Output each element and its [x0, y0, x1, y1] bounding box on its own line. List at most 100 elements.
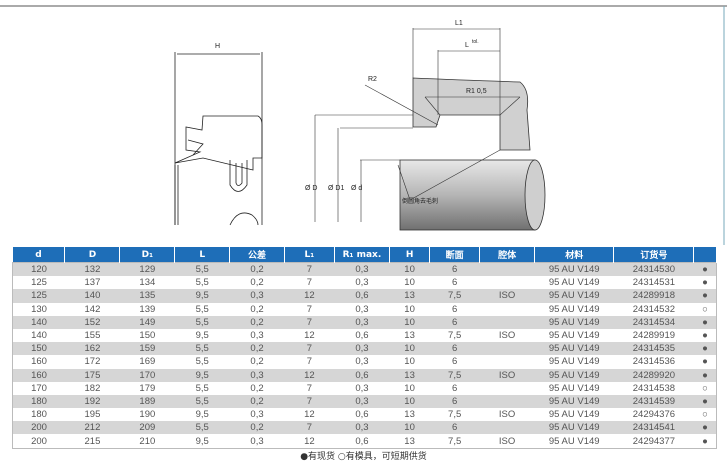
table-cell: 0,3 [250, 409, 264, 421]
table-cell: 0,2 [229, 262, 285, 277]
table-cell: 132 [64, 262, 120, 277]
table-row: 160 172 169 5,5 0,2 7 0,3 10 6 95 AU V149 24314536… [13, 355, 717, 368]
seal-technical-drawing: H L1 L tol. R2 R1 0,5 Ø D Ø D1 Ø d 倒圆角去毛… [0, 5, 727, 245]
table-cell: 12 [284, 289, 335, 303]
table-cell: ISO [498, 435, 516, 447]
table-cell: 172 [84, 356, 101, 368]
dim-L1: L1 [455, 20, 463, 27]
table-row: 200 215 210 9,5 0,3 12 0,6 13 7,5 ISO 95 AU V149 24… [13, 434, 717, 448]
table-cell: 7,5 [429, 289, 480, 303]
table-cell: 95 AU V149 [548, 277, 600, 289]
table-cell: 125 [12, 289, 65, 303]
seal-profile [174, 52, 263, 226]
column-header: 腔体 [479, 247, 536, 263]
table-cell: 0,3 [355, 303, 369, 315]
table-cell: 6 [429, 315, 480, 329]
table-cell: 142 [84, 303, 101, 315]
table-cell: 209 [119, 421, 175, 435]
availability-mark: ● [702, 356, 708, 368]
table-cell: 139 [139, 303, 156, 315]
table-cell: 5,5 [174, 342, 230, 356]
dim-tol: tol. [472, 39, 479, 45]
table-cell: 140 [64, 289, 120, 303]
table-cell: 7,5 [429, 368, 480, 382]
table-cell: 160 [12, 368, 65, 382]
table-cell: 24294377 [632, 435, 676, 447]
table-cell: 0,3 [334, 342, 390, 356]
table-cell: 130 [31, 303, 47, 315]
table-cell: 170 [119, 368, 175, 382]
table-cell: 189 [119, 394, 175, 409]
table-cell: 200 [12, 421, 65, 435]
table-cell: 212 [64, 421, 120, 435]
table-cell: 7,5 [448, 409, 462, 421]
table-cell: 159 [119, 342, 175, 356]
availability-mark: ● [693, 342, 717, 356]
column-header: D₁ [119, 247, 176, 263]
table-cell: 215 [84, 435, 101, 447]
table-cell: 12 [304, 435, 315, 447]
table-row: 120 132 129 5,5 0,2 7 0,3 10 6 95 AU V149 24314530… [12, 262, 717, 277]
table-cell [479, 315, 535, 329]
table-cell: 24314539 [613, 394, 694, 409]
table-cell: 24314531 [632, 277, 676, 289]
table-cell: 0,2 [250, 303, 264, 315]
table-cell: 24314538 [632, 382, 676, 394]
table-row: 200 212 209 5,5 0,2 7 0,3 10 6 95 AU V149 24314541… [12, 421, 717, 435]
availability-mark: ● [693, 262, 717, 277]
table-row: 150 162 159 5,5 0,2 7 0,3 10 6 95 AU V149 24314535… [12, 342, 717, 356]
table-cell: 12 [304, 409, 315, 421]
table-row: 140 152 149 5,5 0,2 7 0,3 10 6 95 AU V149 24314534… [12, 315, 717, 329]
availability-mark: ● [702, 435, 708, 447]
table-cell: 0,6 [334, 368, 390, 382]
table-cell: 95 AU V149 [548, 409, 600, 421]
table-cell: 24314541 [613, 421, 694, 435]
table-cell: 135 [119, 289, 175, 303]
table-cell: 0,3 [334, 262, 390, 277]
table-cell: 200 [31, 435, 47, 447]
table-cell: 0,3 [355, 277, 369, 289]
table-header: d D D₁ L 公差 L₁ R₁ max. H 断面 腔体 材料 订货号 [12, 247, 717, 263]
table-cell: 134 [139, 277, 156, 289]
table-cell: 6 [429, 394, 480, 409]
table-cell: 160 [31, 356, 47, 368]
table-cell: 5,5 [174, 394, 230, 409]
table-row: 140 155 150 9,5 0,3 12 0,6 13 7,5 ISO 95 AU V149 24… [13, 329, 717, 342]
availability-mark: ● [693, 394, 717, 409]
table-cell: 0,3 [250, 330, 264, 342]
column-header: 公差 [229, 247, 285, 263]
table-cell: 95 AU V149 [548, 382, 600, 394]
dim-D: Ø D [305, 185, 317, 192]
table-cell: 10 [404, 277, 415, 289]
table-cell: 150 [12, 342, 65, 356]
table-cell: 12 [284, 368, 335, 382]
availability-mark: ● [702, 330, 708, 342]
table-cell: 13 [404, 409, 415, 421]
table-cell: 192 [64, 394, 120, 409]
table-cell [480, 382, 535, 395]
table-cell: 24314535 [613, 342, 694, 356]
table-cell: 179 [139, 382, 156, 394]
table-cell [479, 394, 535, 409]
dim-d: Ø d [351, 185, 362, 192]
shaft [399, 159, 536, 231]
table-cell: 129 [119, 262, 175, 277]
column-header: 订货号 [613, 247, 695, 263]
table-cell: 0,2 [250, 356, 264, 368]
column-header: R₁ max. [334, 247, 391, 263]
table-cell: 95 AU V149 [548, 330, 600, 342]
table-cell: 10 [404, 356, 415, 368]
column-header: D [64, 247, 121, 263]
table-cell: 24289918 [613, 289, 694, 303]
table-cell: 5,5 [174, 315, 230, 329]
availability-mark: ● [693, 368, 717, 382]
table-cell: 7,5 [448, 330, 462, 342]
table-cell: 7 [306, 277, 313, 289]
table-row: 130 142 139 5,5 0,2 7 0,3 10 6 95 AU V149 24314532… [13, 303, 717, 316]
table-cell [480, 355, 535, 368]
table-cell: 9,5 [174, 368, 230, 382]
table-cell [479, 421, 535, 435]
table-cell: ISO [498, 330, 516, 342]
table-cell: 13 [404, 435, 415, 447]
table-cell: 162 [64, 342, 120, 356]
